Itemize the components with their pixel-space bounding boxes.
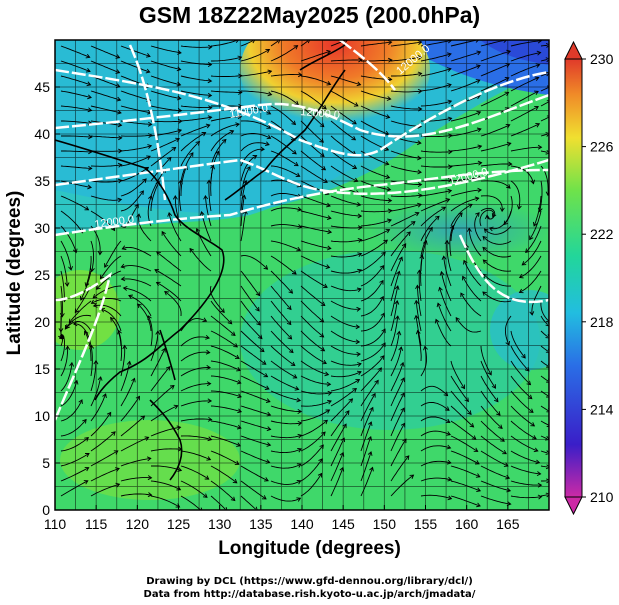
x-tick-label: 150 bbox=[373, 516, 397, 532]
y-tick-label: 25 bbox=[34, 267, 50, 283]
y-tick-label: 20 bbox=[34, 314, 50, 330]
y-tick-label: 5 bbox=[42, 455, 50, 471]
colorbar-tick-label: 218 bbox=[590, 314, 614, 330]
y-tick-label: 0 bbox=[42, 502, 50, 518]
colorbar-tick-label: 214 bbox=[590, 401, 614, 417]
colorbar-tick-label: 222 bbox=[590, 226, 614, 242]
x-tick-label: 155 bbox=[414, 516, 438, 532]
x-tick-label: 120 bbox=[126, 516, 150, 532]
y-tick-label: 40 bbox=[34, 126, 50, 142]
x-tick-label: 135 bbox=[249, 516, 273, 532]
x-tick-label: 145 bbox=[331, 516, 355, 532]
colorbar-tick-label: 230 bbox=[590, 51, 614, 67]
y-tick-label: 35 bbox=[34, 173, 50, 189]
x-tick-label: 165 bbox=[496, 516, 520, 532]
x-tick-label: 125 bbox=[167, 516, 191, 532]
y-axis-label: Latitude (degrees) bbox=[4, 190, 25, 356]
x-tick-label: 160 bbox=[455, 516, 479, 532]
x-axis-label: Longitude (degrees) bbox=[218, 538, 401, 559]
x-tick-label: 115 bbox=[85, 516, 108, 532]
y-tick-label: 30 bbox=[34, 220, 50, 236]
y-tick-label: 10 bbox=[34, 408, 50, 424]
x-tick-label: 130 bbox=[208, 516, 232, 532]
y-axis: 0 5 10 15 20 25 30 35 40 45 bbox=[34, 79, 60, 518]
colorbar-tick-label: 210 bbox=[590, 489, 614, 505]
contour-label: 12000.0 bbox=[300, 106, 341, 121]
credit-drawing: Drawing by DCL (https://www.gfd-dennou.o… bbox=[146, 576, 473, 587]
x-axis: 110 115 120 125 130 135 140 145 150 155 160 165 bbox=[44, 505, 520, 532]
y-tick-label: 45 bbox=[34, 79, 50, 95]
credit-data: Data from http://database.rish.kyoto-u.a… bbox=[143, 589, 476, 600]
chart-title: GSM 18Z22May2025 (200.0hPa) bbox=[138, 2, 481, 28]
contour-label: 12000.0 bbox=[94, 214, 135, 231]
field-shading bbox=[55, 40, 549, 510]
colorbar: 230 226 222 218 214 210 bbox=[564, 40, 614, 516]
x-tick-label: 140 bbox=[290, 516, 314, 532]
colorbar-tick-label: 226 bbox=[590, 139, 614, 155]
y-tick-label: 15 bbox=[34, 361, 50, 377]
x-tick-label: 110 bbox=[44, 516, 67, 532]
